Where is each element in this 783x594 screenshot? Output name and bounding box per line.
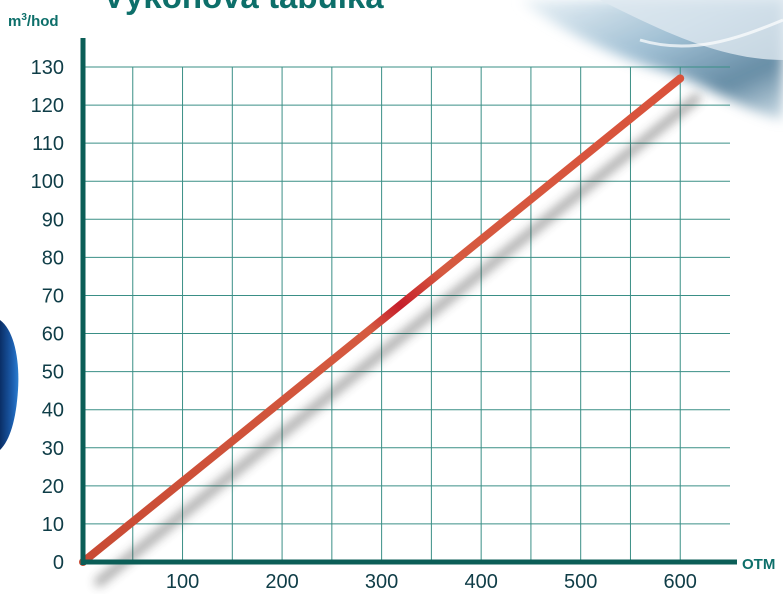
y-tick-label: 40 [42,400,64,422]
decorative-left-shape [0,320,19,450]
x-axis-unit-label: OTM [742,556,775,573]
x-tick-label: 500 [564,571,597,593]
x-tick-label: 300 [365,571,398,593]
y-tick-label: 10 [42,514,64,536]
y-tick-label: 20 [42,476,64,498]
x-tick-label: 400 [464,571,497,593]
series [79,74,701,587]
y-tick-label: 0 [53,552,64,574]
y-axis-unit-rest: /hod [27,13,59,30]
x-tick-label: 100 [166,571,199,593]
y-axis-unit-base: m [8,13,21,30]
decorative-swoosh-graphic [520,0,783,120]
y-tick-label: 80 [42,247,64,269]
axes [80,38,737,565]
y-tick-label: 90 [42,209,64,231]
y-tick-label: 60 [42,324,64,346]
y-tick-label: 120 [31,95,64,117]
x-tick-label: 600 [664,571,697,593]
grid [83,66,730,562]
series-line [79,74,685,566]
y-tick-label: 130 [31,57,64,79]
y-tick-label: 70 [42,285,64,307]
y-axis-unit-label: m3/hod [8,12,59,30]
y-tick-label: 100 [31,171,64,193]
y-tick-label: 50 [42,362,64,384]
y-tick-label: 30 [42,438,64,460]
y-tick-label: 110 [32,133,64,155]
tick-labels: 0 10 20 30 40 50 60 70 80 90 100 110 120 130 100 200 300… [31,57,697,593]
y-axis-unit-superscript: 3 [21,12,27,23]
x-tick-label: 200 [265,571,298,593]
chart-title: Výkonová tabulka [103,0,384,15]
series-line-shadow [94,93,701,587]
